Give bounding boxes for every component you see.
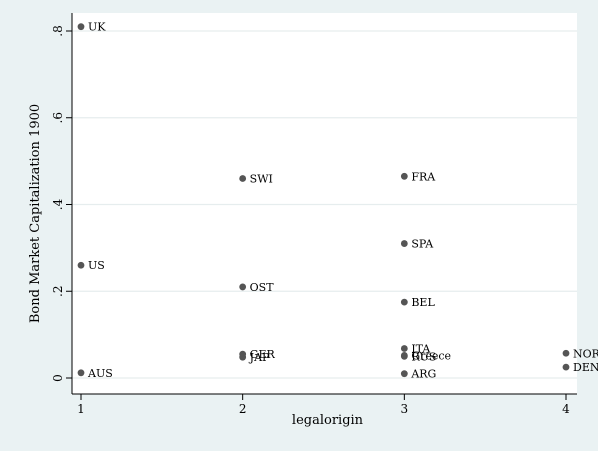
data-point	[239, 283, 247, 291]
plot-area	[72, 13, 577, 394]
data-point-label: FRA	[411, 170, 436, 183]
data-point	[562, 363, 570, 371]
x-tick-label: 1	[77, 402, 85, 416]
data-point	[562, 349, 570, 357]
data-point-label: JAP	[249, 351, 270, 364]
data-point-label: GER	[250, 348, 276, 361]
data-point-label: UK	[88, 21, 106, 34]
y-axis-title: Bond Market Capitalization 1900	[28, 104, 43, 323]
x-tick-label: 3	[401, 402, 409, 416]
data-point	[77, 23, 85, 31]
data-point	[400, 370, 408, 378]
data-point	[400, 352, 408, 360]
data-point	[400, 298, 408, 306]
axes: 0 .2 .4 .6 .8 1 2 3 4	[51, 13, 577, 416]
data-point	[77, 369, 85, 377]
x-axis-title: legalorigin	[292, 413, 364, 428]
y-tick-label: 0	[51, 374, 65, 382]
data-point-label: DEN	[573, 361, 598, 374]
x-tick-label: 4	[562, 402, 570, 416]
grid-lines	[72, 30, 577, 379]
data-point-label: SPA	[411, 238, 434, 251]
y-tick-label: .8	[51, 25, 65, 36]
data-point-label: AUS	[87, 367, 113, 380]
x-tick-label: 2	[239, 402, 247, 416]
data-point	[77, 261, 85, 269]
data-point-label: BEL	[411, 296, 435, 309]
y-tick-label: .6	[51, 112, 65, 123]
data-point-label: SWI	[250, 172, 273, 185]
data-point-label: NOR	[573, 347, 598, 360]
data-point-label: OST	[250, 281, 275, 294]
y-tick-label: .4	[51, 198, 65, 210]
data-point-label: ARG	[410, 368, 436, 381]
data-point-label: RUS	[411, 350, 436, 363]
data-point	[400, 345, 408, 352]
data-point-label: Greece	[411, 349, 451, 362]
data-point	[239, 175, 247, 182]
data-point	[400, 172, 408, 180]
data-point-label: ITA	[411, 343, 431, 356]
data-point-label: US	[88, 259, 105, 272]
data-point	[400, 240, 408, 247]
data-point	[239, 353, 247, 361]
y-tick-label: .2	[51, 286, 65, 297]
